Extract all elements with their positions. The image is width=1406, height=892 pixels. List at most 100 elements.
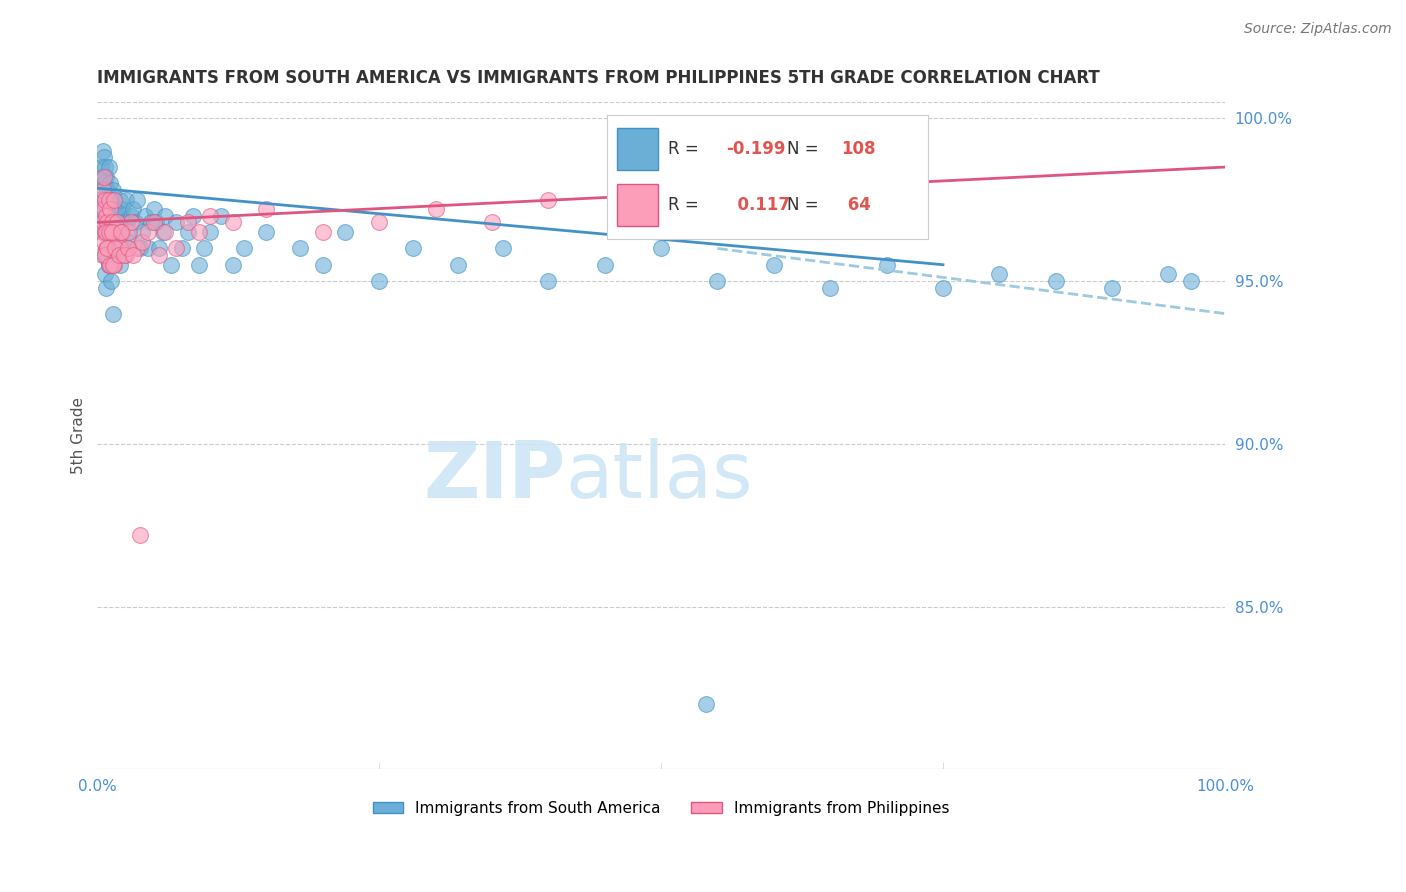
Point: [124, 215, 146, 229]
Point: [94, 193, 117, 207]
Point: [1045, 274, 1067, 288]
Point: [876, 169, 898, 184]
Point: [108, 258, 131, 272]
Point: [650, 209, 672, 223]
Point: [97, 258, 120, 272]
Text: ZIP: ZIP: [423, 438, 565, 514]
Point: [111, 202, 134, 217]
Point: [107, 225, 129, 239]
Legend: Immigrants from South America, Immigrants from Philippines: Immigrants from South America, Immigrant…: [367, 795, 956, 822]
Point: [221, 215, 243, 229]
Point: [93, 235, 115, 249]
Point: [818, 144, 841, 158]
Point: [256, 225, 278, 239]
Point: [96, 242, 118, 256]
Point: [187, 225, 209, 239]
Point: [108, 193, 131, 207]
Point: [290, 242, 312, 256]
Point: [125, 193, 148, 207]
Point: [94, 268, 117, 282]
Point: [122, 202, 145, 217]
Point: [98, 258, 121, 272]
Point: [537, 193, 560, 207]
Point: [97, 193, 120, 207]
Point: [134, 209, 156, 223]
Point: [198, 209, 221, 223]
Point: [988, 268, 1011, 282]
Point: [100, 225, 122, 239]
Point: [93, 248, 115, 262]
Point: [695, 697, 717, 711]
Point: [93, 202, 115, 217]
Point: [425, 202, 447, 217]
Point: [1180, 274, 1202, 288]
Point: [97, 193, 120, 207]
Point: [91, 183, 114, 197]
Point: [762, 258, 785, 272]
Point: [165, 242, 187, 256]
Point: [96, 242, 118, 256]
Point: [209, 209, 232, 223]
Point: [91, 144, 114, 158]
Point: [101, 258, 124, 272]
Point: [136, 225, 159, 239]
Point: [176, 215, 198, 229]
Point: [481, 215, 503, 229]
Point: [89, 215, 111, 229]
Point: [98, 209, 121, 223]
Point: [90, 225, 112, 239]
Point: [125, 242, 148, 256]
Point: [93, 209, 115, 223]
Point: [90, 169, 112, 184]
Point: [96, 202, 118, 217]
Point: [1101, 280, 1123, 294]
Point: [1157, 268, 1180, 282]
Point: [101, 235, 124, 249]
Point: [91, 225, 114, 239]
Point: [198, 225, 221, 239]
Point: [101, 225, 124, 239]
Point: [104, 242, 127, 256]
Point: [98, 242, 121, 256]
Point: [131, 225, 153, 239]
Point: [90, 215, 112, 229]
Point: [101, 215, 124, 229]
Point: [96, 209, 118, 223]
Point: [97, 160, 120, 174]
Point: [90, 183, 112, 197]
Point: [131, 235, 153, 249]
Point: [90, 202, 112, 217]
Point: [96, 169, 118, 184]
Point: [129, 528, 152, 542]
Point: [114, 248, 136, 262]
Point: [96, 248, 118, 262]
Point: [112, 248, 135, 262]
Point: [932, 280, 955, 294]
Point: [232, 242, 254, 256]
Point: [122, 248, 145, 262]
Point: [153, 209, 176, 223]
Point: [368, 215, 391, 229]
Y-axis label: 5th Grade: 5th Grade: [72, 397, 86, 475]
Point: [90, 248, 112, 262]
Point: [94, 248, 117, 262]
Point: [108, 242, 131, 256]
Point: [312, 258, 335, 272]
Point: [104, 235, 127, 249]
Point: [112, 215, 135, 229]
Point: [492, 242, 515, 256]
Point: [145, 215, 167, 229]
Point: [110, 225, 132, 239]
Point: [103, 193, 125, 207]
Point: [105, 209, 128, 223]
Point: [762, 193, 785, 207]
Point: [96, 242, 118, 256]
Text: IMMIGRANTS FROM SOUTH AMERICA VS IMMIGRANTS FROM PHILIPPINES 5TH GRADE CORRELATI: IMMIGRANTS FROM SOUTH AMERICA VS IMMIGRA…: [97, 69, 1099, 87]
Point: [110, 209, 132, 223]
Point: [117, 225, 139, 239]
Point: [447, 258, 470, 272]
Point: [104, 202, 127, 217]
Point: [100, 225, 122, 239]
Point: [312, 225, 335, 239]
Point: [96, 280, 118, 294]
